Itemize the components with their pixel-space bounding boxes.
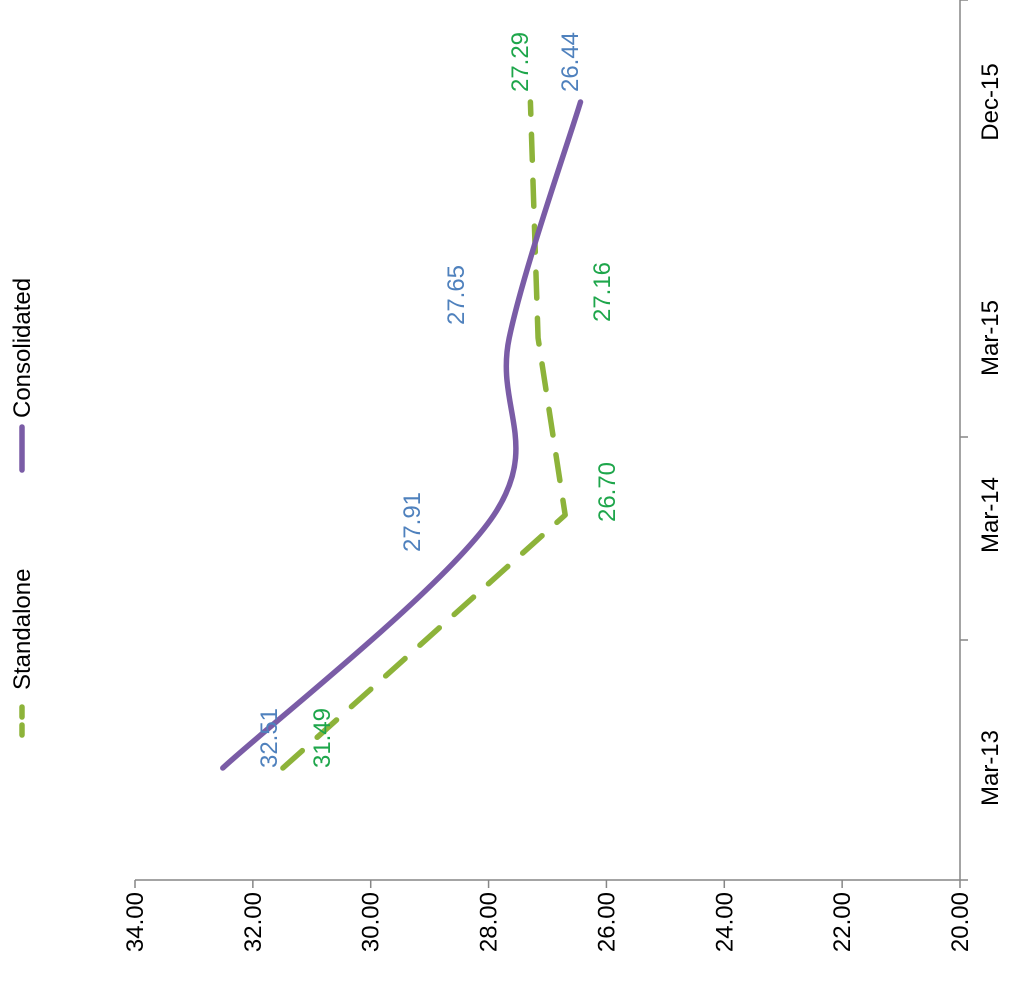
series-standalone-data-label: 27.16 <box>589 262 616 322</box>
value-tick-label: 22.00 <box>829 892 856 952</box>
category-tick-label: Mar-14 <box>977 477 1004 553</box>
series-layer <box>220 99 584 771</box>
legend-consolidated-label: Consolidated <box>9 278 36 418</box>
series-standalone-data-label: 26.70 <box>594 462 621 522</box>
axes: 34.00 32.00 30.00 28.00 26.00 24.00 22.00 20.00… <box>122 0 1004 952</box>
category-tick-label: Mar-13 <box>977 730 1004 806</box>
value-tick-label: 24.00 <box>711 892 738 952</box>
series-standalone-data-label: 31.49 <box>309 708 336 768</box>
series-standalone-data-label: 27.29 <box>507 32 534 92</box>
value-tick-label: 20.00 <box>947 892 974 952</box>
value-tick-label: 32.00 <box>240 892 267 952</box>
value-tick-label: 34.00 <box>122 892 149 952</box>
series-consolidated-data-label: 32.51 <box>256 708 283 768</box>
series-consolidated-data-label: 27.91 <box>399 492 426 552</box>
series-standalone-line <box>280 99 568 771</box>
data-labels: 31.49 26.70 27.16 27.29 32.51 27.91 27.65 26.44 <box>256 32 621 768</box>
value-tick-label: 28.00 <box>476 892 503 952</box>
legend: Standalone Consolidated <box>9 278 36 738</box>
series-consolidated-data-label: 27.65 <box>443 265 470 325</box>
category-tick-label: Dec-15 <box>977 63 1004 140</box>
value-tick-label: 26.00 <box>593 892 620 952</box>
series-consolidated-line <box>220 99 584 771</box>
series-consolidated-data-label: 26.44 <box>557 32 584 92</box>
value-tick-label: 30.00 <box>358 892 385 952</box>
category-tick-label: Mar-15 <box>977 300 1004 376</box>
legend-standalone-label: Standalone <box>9 569 36 690</box>
